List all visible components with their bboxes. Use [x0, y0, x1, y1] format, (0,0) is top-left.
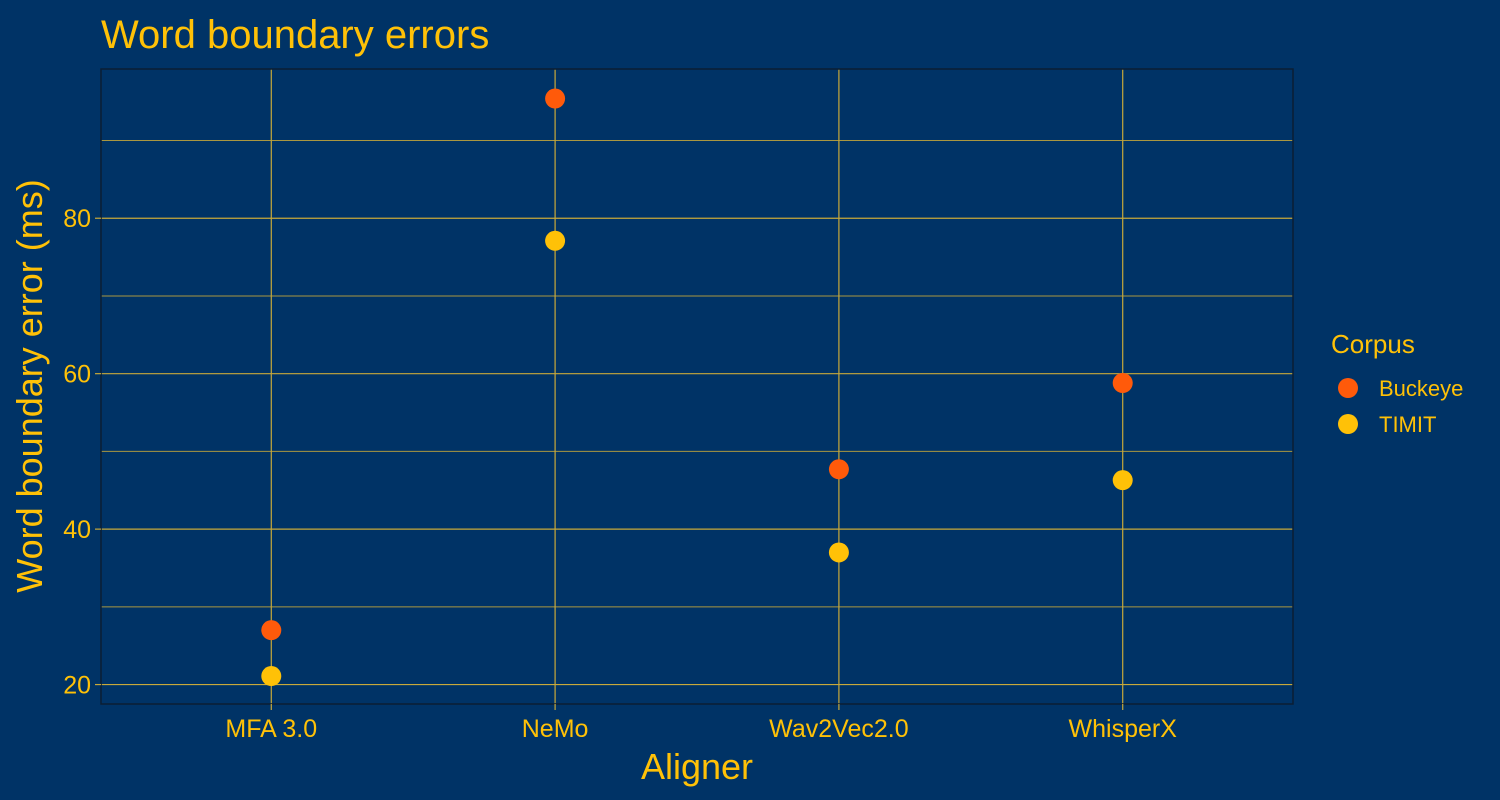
x-tick-label-0: MFA 3.0	[225, 715, 317, 743]
legend-key-buckeye	[1338, 378, 1358, 398]
panel-border	[100, 68, 1294, 705]
y-tick-label-0: 20	[63, 672, 91, 700]
x-tick-label-3: WhisperX	[1069, 715, 1178, 743]
y-tick-label-3: 80	[63, 205, 91, 233]
x-tick-label-1: NeMo	[522, 715, 589, 743]
legend: Corpus Buckeye TIMIT	[1331, 329, 1463, 437]
legend-items: Buckeye TIMIT	[1338, 376, 1463, 437]
point-timit-2	[828, 542, 849, 563]
x-axis-ticks: MFA 3.0 NeMo Wav2Vec2.0 WhisperX	[225, 704, 1177, 743]
y-tick-label-1: 40	[63, 516, 91, 544]
legend-title: Corpus	[1331, 329, 1415, 359]
point-timit-1	[545, 230, 566, 251]
grid-minor	[101, 140, 1293, 608]
x-axis-title: Aligner	[641, 746, 753, 787]
y-axis-ticks: 20 40 60 80	[63, 205, 101, 700]
point-buckeye-3	[1112, 373, 1133, 394]
legend-key-timit	[1338, 414, 1358, 434]
point-buckeye-2	[828, 459, 849, 480]
point-timit-3	[1112, 470, 1133, 491]
legend-label-timit: TIMIT	[1379, 412, 1436, 437]
x-tick-label-2: Wav2Vec2.0	[769, 715, 908, 743]
data-points	[261, 88, 1133, 687]
grid-major	[101, 69, 1293, 704]
point-timit-0	[261, 666, 282, 687]
legend-label-buckeye: Buckeye	[1379, 376, 1463, 401]
y-tick-label-2: 60	[63, 361, 91, 389]
point-buckeye-1	[545, 88, 566, 109]
point-buckeye-0	[261, 620, 282, 641]
chart-title: Word boundary errors	[101, 13, 489, 57]
y-axis-title: Word boundary error (ms)	[9, 179, 50, 592]
